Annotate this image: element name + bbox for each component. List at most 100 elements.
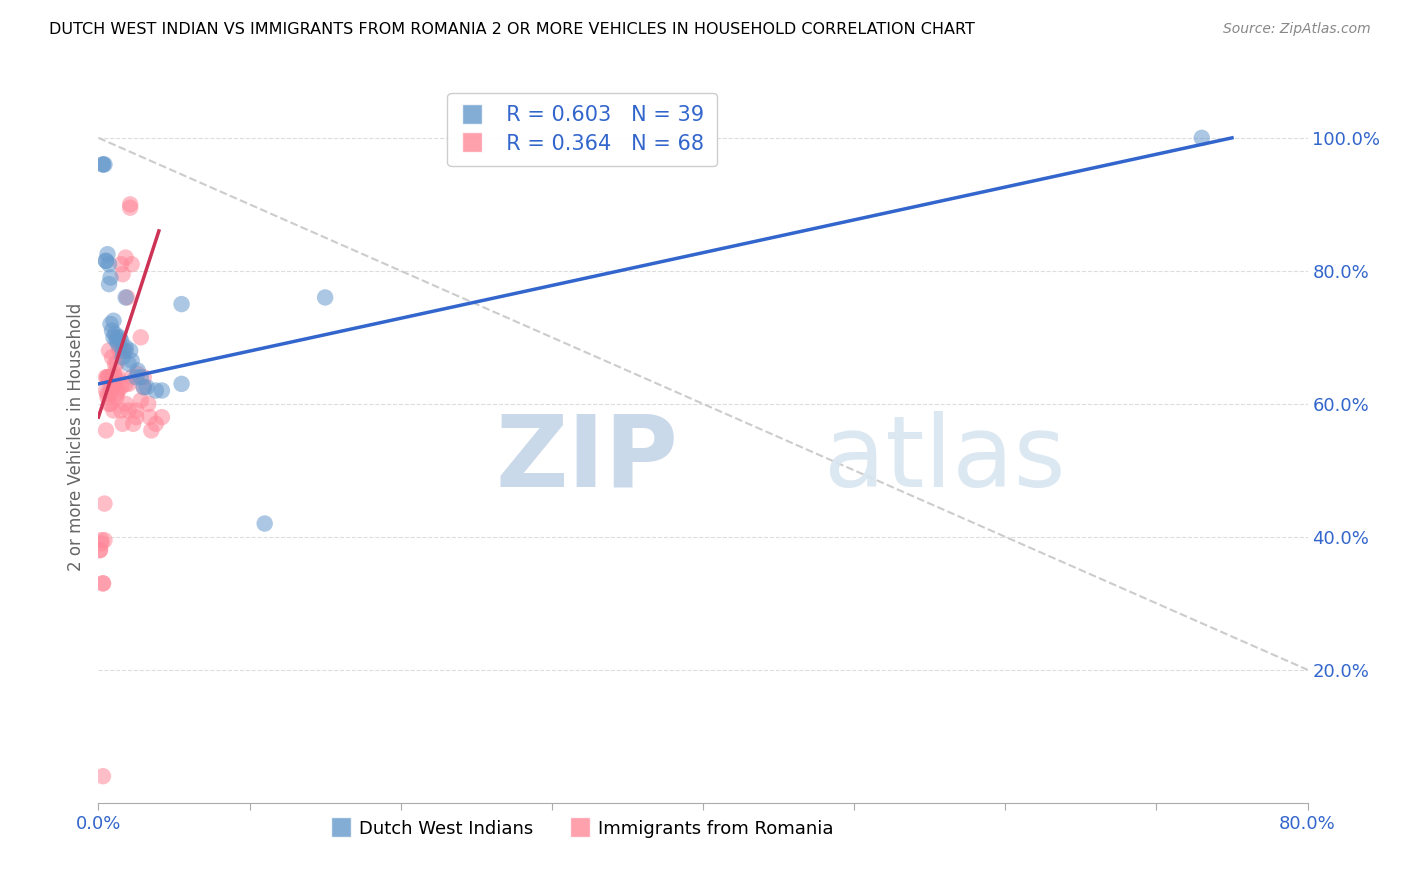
Point xyxy=(98,277,121,292)
Point xyxy=(121,257,143,271)
Point xyxy=(112,343,135,358)
Point xyxy=(118,357,141,371)
Point xyxy=(94,253,117,268)
Text: atlas: atlas xyxy=(824,410,1066,508)
Point xyxy=(101,376,124,391)
Point xyxy=(94,370,117,384)
Point xyxy=(100,387,122,401)
Point xyxy=(105,387,128,401)
Point xyxy=(125,370,148,384)
Point xyxy=(103,330,125,344)
Point xyxy=(101,370,124,384)
Text: DUTCH WEST INDIAN VS IMMIGRANTS FROM ROMANIA 2 OR MORE VEHICLES IN HOUSEHOLD COR: DUTCH WEST INDIAN VS IMMIGRANTS FROM ROM… xyxy=(49,22,976,37)
Point xyxy=(93,157,115,171)
Point xyxy=(103,376,125,391)
Point xyxy=(104,357,127,371)
Point xyxy=(93,533,115,548)
Point xyxy=(120,343,142,358)
Point xyxy=(170,376,193,391)
Point xyxy=(145,384,167,398)
Point xyxy=(96,247,118,261)
Point xyxy=(108,330,131,344)
Point xyxy=(114,397,136,411)
Point xyxy=(100,397,122,411)
Point xyxy=(121,370,143,384)
Point xyxy=(132,370,155,384)
Point xyxy=(118,403,141,417)
Point xyxy=(90,536,112,550)
Point xyxy=(96,370,118,384)
Point xyxy=(114,376,136,391)
Point xyxy=(107,370,129,384)
Point xyxy=(108,343,131,358)
Point xyxy=(111,417,134,431)
Point xyxy=(150,384,173,398)
Point xyxy=(93,497,115,511)
Point xyxy=(89,543,111,558)
Point xyxy=(91,576,114,591)
Point xyxy=(125,403,148,417)
Point xyxy=(110,403,132,417)
Point xyxy=(136,397,159,411)
Point xyxy=(110,257,132,271)
Point xyxy=(98,397,121,411)
Point xyxy=(105,357,128,371)
Text: Source: ZipAtlas.com: Source: ZipAtlas.com xyxy=(1223,22,1371,37)
Point xyxy=(141,424,163,438)
Point xyxy=(115,290,138,304)
Point xyxy=(121,353,143,368)
Point xyxy=(314,290,336,304)
Point xyxy=(110,380,132,394)
Point xyxy=(122,417,145,431)
Point xyxy=(94,253,117,268)
Point xyxy=(105,334,128,348)
Point xyxy=(114,251,136,265)
Point xyxy=(111,343,134,358)
Point xyxy=(100,270,122,285)
Point xyxy=(111,351,134,365)
Point xyxy=(101,324,124,338)
Legend: Dutch West Indians, Immigrants from Romania: Dutch West Indians, Immigrants from Roma… xyxy=(323,813,841,845)
Point xyxy=(108,343,131,358)
Point xyxy=(127,367,149,381)
Point xyxy=(150,410,173,425)
Point xyxy=(91,157,114,171)
Point xyxy=(1191,131,1213,145)
Point xyxy=(103,403,125,417)
Point xyxy=(91,157,114,171)
Point xyxy=(98,370,121,384)
Point xyxy=(101,351,124,365)
Point xyxy=(91,576,114,591)
Point xyxy=(129,330,152,344)
Text: ZIP: ZIP xyxy=(496,410,679,508)
Point xyxy=(111,267,134,281)
Point xyxy=(94,424,117,438)
Point xyxy=(96,390,118,404)
Point xyxy=(129,370,152,384)
Point xyxy=(91,769,114,783)
Point xyxy=(103,314,125,328)
Point xyxy=(98,257,121,271)
Point xyxy=(104,326,127,341)
Point xyxy=(98,343,121,358)
Point xyxy=(104,370,127,384)
Point xyxy=(129,393,152,408)
Point xyxy=(90,533,112,548)
Point xyxy=(120,201,142,215)
Point xyxy=(96,370,118,384)
Point xyxy=(110,334,132,348)
Point xyxy=(105,330,128,344)
Y-axis label: 2 or more Vehicles in Household: 2 or more Vehicles in Household xyxy=(66,303,84,571)
Point xyxy=(105,390,128,404)
Point xyxy=(127,363,149,377)
Point xyxy=(96,387,118,401)
Point xyxy=(132,380,155,394)
Point xyxy=(104,370,127,384)
Point xyxy=(103,376,125,391)
Point xyxy=(125,410,148,425)
Point xyxy=(100,380,122,394)
Point xyxy=(132,380,155,394)
Point xyxy=(114,343,136,358)
Point xyxy=(120,197,142,211)
Point xyxy=(107,384,129,398)
